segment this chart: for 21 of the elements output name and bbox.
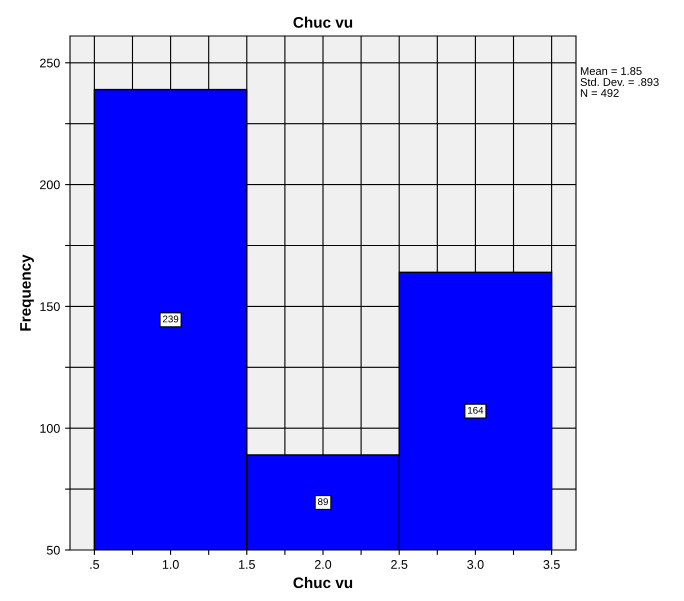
x-tick-label: 2.5 [391,560,408,569]
x-tick-label: 1.0 [162,560,179,569]
y-tick-label: 200 [40,180,60,190]
x-tick-label: 1.5 [239,560,255,569]
x-axis-title: Chuc vu [293,576,352,588]
y-tick-label: 50 [46,546,60,555]
text: Std. Dev. = .893 [580,78,659,86]
x-tick-label: .5 [90,560,100,569]
x-tick-label: 2.0 [314,560,332,569]
x-tick-label: 3.0 [467,560,484,569]
y-tick-label: 100 [40,424,60,433]
y-tick-label: 150 [40,302,60,312]
text: Mean = 1.85 [580,67,642,75]
data-label: 239 [162,316,178,322]
data-label: 89 [318,498,328,506]
data-label: 164 [468,406,484,414]
y-tick-label: 250 [40,58,60,68]
chart-title: Chuc vu [293,16,352,28]
x-tick-label: 3.5 [543,560,560,569]
y-axis-title: Frequency [20,254,34,331]
text: N = 492 [580,89,619,97]
